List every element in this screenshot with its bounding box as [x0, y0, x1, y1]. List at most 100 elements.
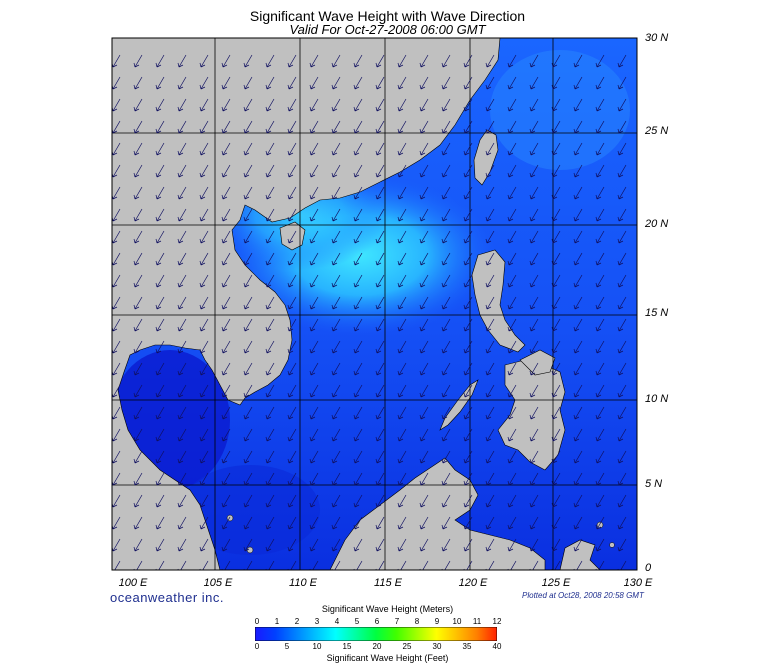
wave-arrow: [309, 208, 319, 222]
wave-arrow: [221, 406, 231, 420]
wave-arrow: [529, 516, 539, 530]
wave-arrow: [309, 186, 319, 200]
wave-arrow: [155, 186, 165, 200]
wave-arrow: [507, 538, 517, 552]
wave-arrow: [309, 340, 319, 354]
feet-tick: 35: [462, 642, 472, 651]
wave-arrow: [441, 274, 451, 288]
colorbar-title-feet: Significant Wave Height (Feet): [326, 653, 449, 663]
wave-arrow: [397, 450, 407, 464]
wave-arrow: [507, 296, 517, 310]
wave-arrow: [221, 428, 231, 442]
wave-arrow: [265, 142, 275, 156]
wave-arrow: [353, 274, 363, 288]
wave-arrow: [463, 164, 473, 178]
wave-arrow: [133, 340, 143, 354]
wave-arrow: [595, 318, 605, 332]
wave-arrow: [155, 252, 165, 266]
wave-arrow: [595, 538, 605, 552]
wave-arrow: [507, 54, 517, 68]
wave-arrow: [243, 318, 253, 332]
wave-arrow: [529, 450, 539, 464]
wave-arrow: [573, 230, 583, 244]
wave-arrow: [507, 274, 517, 288]
wave-arrow: [177, 186, 187, 200]
wave-arrow: [595, 120, 605, 134]
wave-arrow: [397, 208, 407, 222]
wave-arrow: [529, 98, 539, 112]
wave-arrow: [221, 538, 231, 552]
wave-arrow: [309, 142, 319, 156]
wave-arrow: [617, 296, 627, 310]
wave-arrow: [177, 120, 187, 134]
wave-arrow: [353, 362, 363, 376]
wave-arrow: [199, 538, 209, 552]
wave-arrow: [287, 98, 297, 112]
wave-arrow: [551, 142, 561, 156]
feet-tick: 25: [402, 642, 412, 651]
wave-arrow: [529, 428, 539, 442]
wave-arrow: [155, 450, 165, 464]
wave-arrow: [353, 208, 363, 222]
wave-arrow: [419, 252, 429, 266]
lat-lon-grid: [112, 38, 637, 570]
wave-arrow: [485, 318, 495, 332]
wave-arrow: [463, 274, 473, 288]
wave-arrow: [595, 450, 605, 464]
feet-tick: 10: [312, 642, 322, 651]
wave-arrow: [463, 98, 473, 112]
wave-arrow: [353, 516, 363, 530]
wave-arrow: [507, 164, 517, 178]
meters-tick: 2: [294, 617, 300, 626]
wave-arrow: [617, 164, 627, 178]
wave-arrow: [595, 76, 605, 90]
wave-arrow: [309, 164, 319, 178]
wave-arrow: [331, 362, 341, 376]
wave-arrow: [199, 384, 209, 398]
wave-arrow: [133, 252, 143, 266]
wave-arrow: [155, 362, 165, 376]
wave-arrow: [441, 362, 451, 376]
meters-tick: 12: [492, 617, 502, 626]
wave-arrow: [573, 384, 583, 398]
wave-arrow: [485, 516, 495, 530]
wave-arrow: [287, 252, 297, 266]
wave-arrow: [441, 384, 451, 398]
wave-arrow: [397, 76, 407, 90]
brand-logo-text: oceanweather inc.: [110, 590, 225, 605]
wave-arrow: [375, 472, 385, 486]
wave-arrow: [199, 54, 209, 68]
wave-arrow: [529, 318, 539, 332]
wave-arrow: [331, 164, 341, 178]
wave-arrow: [595, 230, 605, 244]
wave-arrow: [133, 54, 143, 68]
wave-arrow: [199, 494, 209, 508]
wave-arrow: [617, 318, 627, 332]
wave-direction-arrows: [112, 54, 627, 570]
wave-arrow: [617, 98, 627, 112]
wave-arrow: [463, 472, 473, 486]
wave-arrow: [287, 230, 297, 244]
wave-arrow: [419, 208, 429, 222]
wave-arrow: [419, 406, 429, 420]
wave-arrow: [265, 274, 275, 288]
wave-arrow: [199, 340, 209, 354]
meters-tick: 5: [354, 617, 360, 626]
wave-arrow: [551, 362, 561, 376]
wave-arrow: [353, 494, 363, 508]
wave-arrow: [507, 406, 517, 420]
wave-arrow: [177, 208, 187, 222]
wave-arrow: [573, 340, 583, 354]
wave-arrow: [529, 538, 539, 552]
wave-arrow: [485, 142, 495, 156]
wave-arrow: [375, 538, 385, 552]
wave-arrow: [243, 208, 253, 222]
wave-arrow: [463, 494, 473, 508]
wave-arrow: [177, 450, 187, 464]
wave-arrow: [309, 98, 319, 112]
wave-arrow: [463, 252, 473, 266]
wave-arrow: [463, 538, 473, 552]
wave-arrow: [397, 142, 407, 156]
wave-arrow: [375, 450, 385, 464]
wave-arrow: [221, 230, 231, 244]
